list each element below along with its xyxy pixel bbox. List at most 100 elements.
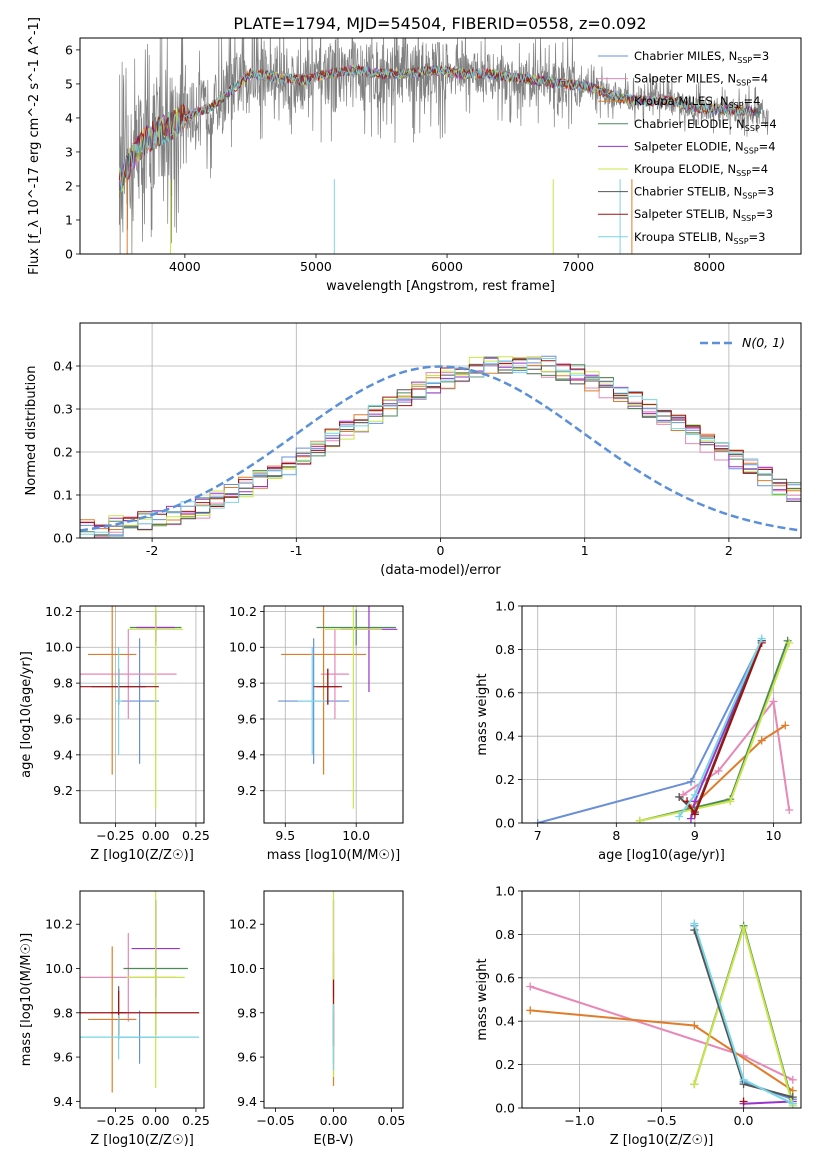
y-tick-label: 0.3 [53, 402, 73, 417]
y-tick-label: 10.2 [45, 917, 73, 932]
weight-vs-age-panel: 7 8 9 10 0.0 0.2 0.4 0.6 0.8 1.0 age [log10(age/yr… [475, 599, 802, 863]
y-tick-label: 10.2 [229, 917, 257, 932]
weight-line-salpeter-miles-marker [769, 697, 778, 706]
x-tick-label: 9.5 [275, 828, 295, 843]
weight-line-salpeter-miles-marker [785, 805, 794, 814]
y-tick-label: 9.8 [53, 676, 73, 691]
x-tick-label: −0.25 [96, 828, 134, 843]
y-tick-label: 0.2 [495, 1057, 515, 1072]
y-tick-label: 10.0 [45, 961, 73, 976]
axes-frame [521, 890, 802, 1109]
x-axis-label: Z [log10(Z/Z☉)] [610, 1133, 714, 1148]
weight-line-kroupa-elodie-marker [635, 816, 644, 823]
y-axis-label: mass weight [475, 958, 490, 1040]
x-axis-label: wavelength [Angstrom, rest frame] [326, 279, 555, 294]
y-axis-label: Flux [f_λ 10^-17 erg cm^-2 s^-1 A^-1] [27, 17, 42, 275]
weight-line-kroupa-elodie-marker [726, 797, 735, 806]
y-tick-label: 6 [65, 42, 73, 57]
x-axis-label: Z [log10(Z/Z☉)] [90, 1133, 194, 1148]
x-axis-label: E(B-V) [313, 1133, 353, 1148]
x-tick-label: 0.05 [377, 1113, 405, 1128]
legend-label: Chabrier ELODIE, NSSP=4 [634, 117, 777, 133]
y-tick-label: 2 [65, 178, 73, 193]
x-tick-label: -2 [146, 543, 158, 558]
x-tick-label: 0.25 [182, 828, 210, 843]
y-tick-label: 9.4 [237, 1094, 257, 1109]
x-tick-label: 10.0 [342, 828, 370, 843]
x-tick-label: 0.0 [734, 1113, 754, 1128]
y-tick-label: 5 [65, 76, 73, 91]
axes-frame [521, 605, 802, 824]
legend-label: Salpeter STELIB, NSSP=3 [634, 207, 773, 223]
residual-hist-kroupa-stelib [80, 358, 801, 537]
x-tick-label: 1 [581, 543, 589, 558]
y-tick-label: 10.0 [45, 640, 73, 655]
weight-vs-Z-panel: −1.0 −0.5 0.0 0.0 0.2 0.4 0.6 0.8 1.0 Z [log10(Z/… [475, 884, 802, 1148]
x-tick-label: 0.00 [142, 1113, 170, 1128]
legend-label: Salpeter MILES, NSSP=4 [634, 72, 768, 88]
axes-frame [263, 890, 404, 1109]
y-tick-label: 1.0 [495, 599, 515, 614]
x-tick-label: 7000 [562, 259, 594, 274]
x-axis-label: age [log10(age/yr)] [598, 848, 725, 863]
legend-label: Kroupa ELODIE, NSSP=4 [634, 162, 768, 178]
y-tick-label: 0.4 [53, 359, 73, 374]
y-tick-label: 0.6 [495, 970, 515, 985]
y-tick-label: 10.0 [229, 640, 257, 655]
figure-title: PLATE=1794, MJD=54504, FIBERID=0558, z=0… [233, 14, 646, 33]
legend-label: Chabrier MILES, NSSP=3 [634, 49, 769, 65]
y-tick-label: 10.2 [45, 604, 73, 619]
y-tick-label: 1 [65, 212, 73, 227]
y-tick-label: 0.0 [495, 816, 515, 831]
y-tick-label: 0.4 [495, 729, 515, 744]
y-axis-label: Normed distribution [24, 366, 39, 496]
x-axis-label: mass [log10(M/M☉)] [267, 848, 400, 863]
weight-line-kroupa-stelib-marker [690, 919, 699, 928]
model-spectrum-kroupa-stelib [118, 64, 752, 192]
x-tick-label: 8 [612, 828, 620, 843]
y-tick-label: 9.8 [237, 1005, 257, 1020]
age-vs-Z-panel: −0.25 0.00 0.25 9.2 9.4 9.6 9.8 10.0 10.2 Z [log1… [19, 604, 210, 863]
legend-label: Kroupa STELIB, NSSP=3 [634, 230, 765, 246]
age-vs-mass-panel: 9.5 10.0 9.2 9.4 9.6 9.8 10.0 10.2 mass [log10(M… [229, 604, 404, 863]
y-tick-label: 9.4 [53, 747, 73, 762]
residual-hist-salpeter-stelib [80, 358, 801, 537]
axes-frame [79, 890, 205, 1109]
x-axis-label: Z [log10(Z/Z☉)] [90, 848, 194, 863]
x-tick-label: 2 [725, 543, 733, 558]
weight-line-salpeter-stelib-marker [690, 810, 699, 819]
spectrum-legend: Chabrier MILES, NSSP=3 Salpeter MILES, NS… [598, 49, 777, 246]
weight-line-salpeter-miles-marker [788, 1075, 797, 1084]
weight-line-kroupa-elodie-marker [739, 923, 748, 932]
x-axis-label: (data-model)/error [380, 563, 501, 578]
y-tick-label: 0.2 [495, 772, 515, 787]
weight-line-salpeter-stelib-marker [739, 1097, 748, 1106]
y-tick-label: 9.4 [237, 747, 257, 762]
observed-spectrum [118, 38, 769, 254]
x-tick-label: 0 [437, 543, 445, 558]
weight-line-kroupa-miles [690, 724, 786, 809]
x-tick-label: -1 [290, 543, 302, 558]
normal-legend-label: N(0, 1) [742, 335, 785, 350]
x-tick-label: 9 [691, 828, 699, 843]
y-tick-label: 9.6 [53, 1050, 73, 1065]
y-axis-label: mass weight [475, 673, 490, 755]
weight-line-salpeter-miles-marker [714, 766, 723, 775]
x-tick-label: 4000 [169, 259, 201, 274]
weight-line-salpeter-elodie [743, 1100, 793, 1105]
y-tick-label: 0 [65, 247, 73, 262]
axes-frame [79, 605, 205, 824]
weight-line-kroupa-stelib-marker [690, 790, 699, 799]
y-tick-label: 9.2 [237, 783, 257, 798]
x-tick-label: 0.00 [320, 1113, 348, 1128]
y-tick-label: 3 [65, 144, 73, 159]
weight-line-kroupa-miles-marker [526, 1006, 535, 1015]
axes-frame [79, 37, 802, 255]
x-tick-label: 0.25 [182, 1113, 210, 1128]
weight-line-kroupa-miles-marker [757, 736, 766, 745]
x-tick-label: 8000 [693, 259, 725, 274]
y-tick-label: 9.6 [237, 711, 257, 726]
model-spectrum-salpeter-stelib [118, 64, 756, 186]
weight-line-kroupa-stelib-marker [739, 1075, 748, 1084]
mass-vs-Z-panel: −0.25 0.00 0.25 9.4 9.6 9.8 10.0 10.2 Z [log10(Z… [19, 890, 210, 1148]
